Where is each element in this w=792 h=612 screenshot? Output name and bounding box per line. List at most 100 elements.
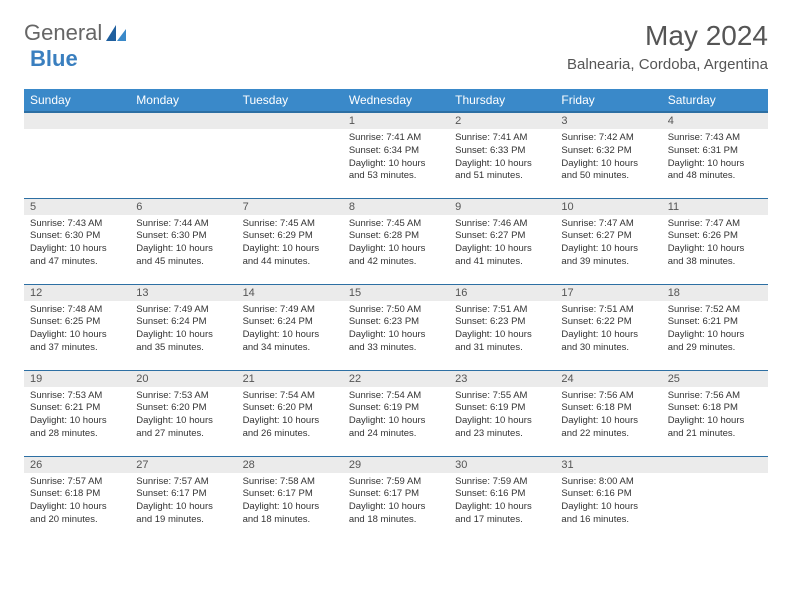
calendar-cell: 12Sunrise: 7:48 AMSunset: 6:25 PMDayligh… <box>24 284 130 370</box>
calendar-cell: 1Sunrise: 7:41 AMSunset: 6:34 PMDaylight… <box>343 112 449 198</box>
day-details: Sunrise: 7:47 AMSunset: 6:27 PMDaylight:… <box>555 215 661 272</box>
day-number: 7 <box>237 199 343 215</box>
calendar-row: 26Sunrise: 7:57 AMSunset: 6:18 PMDayligh… <box>24 456 768 542</box>
calendar-cell: 24Sunrise: 7:56 AMSunset: 6:18 PMDayligh… <box>555 370 661 456</box>
calendar-cell: 14Sunrise: 7:49 AMSunset: 6:24 PMDayligh… <box>237 284 343 370</box>
calendar-cell: 18Sunrise: 7:52 AMSunset: 6:21 PMDayligh… <box>662 284 768 370</box>
day-details: Sunrise: 7:46 AMSunset: 6:27 PMDaylight:… <box>449 215 555 272</box>
calendar-row: 1Sunrise: 7:41 AMSunset: 6:34 PMDaylight… <box>24 112 768 198</box>
day-details: Sunrise: 7:41 AMSunset: 6:33 PMDaylight:… <box>449 129 555 186</box>
location: Balnearia, Cordoba, Argentina <box>567 56 768 73</box>
calendar-row: 5Sunrise: 7:43 AMSunset: 6:30 PMDaylight… <box>24 198 768 284</box>
day-details: Sunrise: 7:56 AMSunset: 6:18 PMDaylight:… <box>555 387 661 444</box>
calendar-cell: 7Sunrise: 7:45 AMSunset: 6:29 PMDaylight… <box>237 198 343 284</box>
calendar-cell: 8Sunrise: 7:45 AMSunset: 6:28 PMDaylight… <box>343 198 449 284</box>
weekday-header: Saturday <box>662 89 768 112</box>
calendar-cell: 13Sunrise: 7:49 AMSunset: 6:24 PMDayligh… <box>130 284 236 370</box>
day-number: 9 <box>449 199 555 215</box>
day-details: Sunrise: 7:59 AMSunset: 6:16 PMDaylight:… <box>449 473 555 530</box>
day-number: 16 <box>449 285 555 301</box>
calendar-row: 19Sunrise: 7:53 AMSunset: 6:21 PMDayligh… <box>24 370 768 456</box>
calendar-cell: 29Sunrise: 7:59 AMSunset: 6:17 PMDayligh… <box>343 456 449 542</box>
day-number: 10 <box>555 199 661 215</box>
day-details: Sunrise: 7:45 AMSunset: 6:29 PMDaylight:… <box>237 215 343 272</box>
day-details: Sunrise: 7:47 AMSunset: 6:26 PMDaylight:… <box>662 215 768 272</box>
title-area: May 2024 Balnearia, Cordoba, Argentina <box>567 20 768 73</box>
weekday-header: Tuesday <box>237 89 343 112</box>
day-number: 18 <box>662 285 768 301</box>
logo-text-general: General <box>24 20 102 46</box>
day-details: Sunrise: 7:43 AMSunset: 6:30 PMDaylight:… <box>24 215 130 272</box>
day-details: Sunrise: 7:44 AMSunset: 6:30 PMDaylight:… <box>130 215 236 272</box>
day-number: 22 <box>343 371 449 387</box>
day-number: 12 <box>24 285 130 301</box>
calendar-cell <box>24 112 130 198</box>
logo-text-blue: Blue <box>30 46 78 71</box>
day-details: Sunrise: 7:50 AMSunset: 6:23 PMDaylight:… <box>343 301 449 358</box>
weekday-header: Friday <box>555 89 661 112</box>
day-number: 5 <box>24 199 130 215</box>
calendar-cell: 2Sunrise: 7:41 AMSunset: 6:33 PMDaylight… <box>449 112 555 198</box>
day-number: 19 <box>24 371 130 387</box>
day-number: 15 <box>343 285 449 301</box>
day-details: Sunrise: 7:45 AMSunset: 6:28 PMDaylight:… <box>343 215 449 272</box>
day-details: Sunrise: 7:54 AMSunset: 6:19 PMDaylight:… <box>343 387 449 444</box>
day-details: Sunrise: 7:51 AMSunset: 6:22 PMDaylight:… <box>555 301 661 358</box>
calendar-body: 1Sunrise: 7:41 AMSunset: 6:34 PMDaylight… <box>24 112 768 542</box>
day-details: Sunrise: 7:49 AMSunset: 6:24 PMDaylight:… <box>130 301 236 358</box>
day-number: 13 <box>130 285 236 301</box>
day-number: 25 <box>662 371 768 387</box>
day-details: Sunrise: 7:42 AMSunset: 6:32 PMDaylight:… <box>555 129 661 186</box>
logo: General <box>24 20 128 46</box>
calendar-cell: 4Sunrise: 7:43 AMSunset: 6:31 PMDaylight… <box>662 112 768 198</box>
calendar-cell: 17Sunrise: 7:51 AMSunset: 6:22 PMDayligh… <box>555 284 661 370</box>
day-number: 28 <box>237 457 343 473</box>
calendar-cell: 27Sunrise: 7:57 AMSunset: 6:17 PMDayligh… <box>130 456 236 542</box>
calendar-cell: 9Sunrise: 7:46 AMSunset: 6:27 PMDaylight… <box>449 198 555 284</box>
weekday-header: Wednesday <box>343 89 449 112</box>
calendar-cell: 31Sunrise: 8:00 AMSunset: 6:16 PMDayligh… <box>555 456 661 542</box>
month-title: May 2024 <box>567 20 768 52</box>
day-number-empty <box>24 113 130 129</box>
calendar-cell: 15Sunrise: 7:50 AMSunset: 6:23 PMDayligh… <box>343 284 449 370</box>
logo-sail-icon <box>104 23 128 43</box>
calendar-cell: 23Sunrise: 7:55 AMSunset: 6:19 PMDayligh… <box>449 370 555 456</box>
calendar-cell <box>237 112 343 198</box>
weekday-header: Thursday <box>449 89 555 112</box>
day-details: Sunrise: 7:51 AMSunset: 6:23 PMDaylight:… <box>449 301 555 358</box>
day-number: 26 <box>24 457 130 473</box>
day-number-empty <box>237 113 343 129</box>
calendar-cell: 30Sunrise: 7:59 AMSunset: 6:16 PMDayligh… <box>449 456 555 542</box>
day-number: 21 <box>237 371 343 387</box>
day-details: Sunrise: 7:55 AMSunset: 6:19 PMDaylight:… <box>449 387 555 444</box>
calendar-table: SundayMondayTuesdayWednesdayThursdayFrid… <box>24 89 768 542</box>
day-details: Sunrise: 7:57 AMSunset: 6:18 PMDaylight:… <box>24 473 130 530</box>
calendar-cell: 11Sunrise: 7:47 AMSunset: 6:26 PMDayligh… <box>662 198 768 284</box>
day-details: Sunrise: 7:49 AMSunset: 6:24 PMDaylight:… <box>237 301 343 358</box>
calendar-cell: 22Sunrise: 7:54 AMSunset: 6:19 PMDayligh… <box>343 370 449 456</box>
day-number: 6 <box>130 199 236 215</box>
day-details: Sunrise: 7:53 AMSunset: 6:21 PMDaylight:… <box>24 387 130 444</box>
weekday-header: Sunday <box>24 89 130 112</box>
day-details: Sunrise: 7:53 AMSunset: 6:20 PMDaylight:… <box>130 387 236 444</box>
header: General May 2024 Balnearia, Cordoba, Arg… <box>0 0 792 83</box>
day-details: Sunrise: 7:43 AMSunset: 6:31 PMDaylight:… <box>662 129 768 186</box>
day-number: 27 <box>130 457 236 473</box>
day-number: 2 <box>449 113 555 129</box>
day-details: Sunrise: 7:58 AMSunset: 6:17 PMDaylight:… <box>237 473 343 530</box>
day-details: Sunrise: 8:00 AMSunset: 6:16 PMDaylight:… <box>555 473 661 530</box>
day-details: Sunrise: 7:57 AMSunset: 6:17 PMDaylight:… <box>130 473 236 530</box>
calendar-cell: 28Sunrise: 7:58 AMSunset: 6:17 PMDayligh… <box>237 456 343 542</box>
day-details: Sunrise: 7:59 AMSunset: 6:17 PMDaylight:… <box>343 473 449 530</box>
calendar-row: 12Sunrise: 7:48 AMSunset: 6:25 PMDayligh… <box>24 284 768 370</box>
day-number-empty <box>130 113 236 129</box>
day-details: Sunrise: 7:41 AMSunset: 6:34 PMDaylight:… <box>343 129 449 186</box>
day-details: Sunrise: 7:48 AMSunset: 6:25 PMDaylight:… <box>24 301 130 358</box>
day-number: 4 <box>662 113 768 129</box>
day-number: 3 <box>555 113 661 129</box>
day-number: 24 <box>555 371 661 387</box>
day-number: 14 <box>237 285 343 301</box>
calendar-cell: 5Sunrise: 7:43 AMSunset: 6:30 PMDaylight… <box>24 198 130 284</box>
calendar-cell: 25Sunrise: 7:56 AMSunset: 6:18 PMDayligh… <box>662 370 768 456</box>
calendar-cell <box>130 112 236 198</box>
